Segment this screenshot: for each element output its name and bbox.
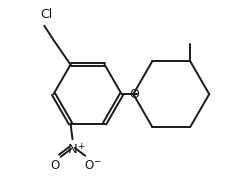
Text: O: O [50,159,59,172]
Text: Cl: Cl [40,8,52,21]
Text: O: O [84,159,93,172]
Text: N: N [67,143,77,156]
Text: −: − [93,157,100,166]
Text: O: O [129,88,139,101]
Text: +: + [76,142,84,151]
